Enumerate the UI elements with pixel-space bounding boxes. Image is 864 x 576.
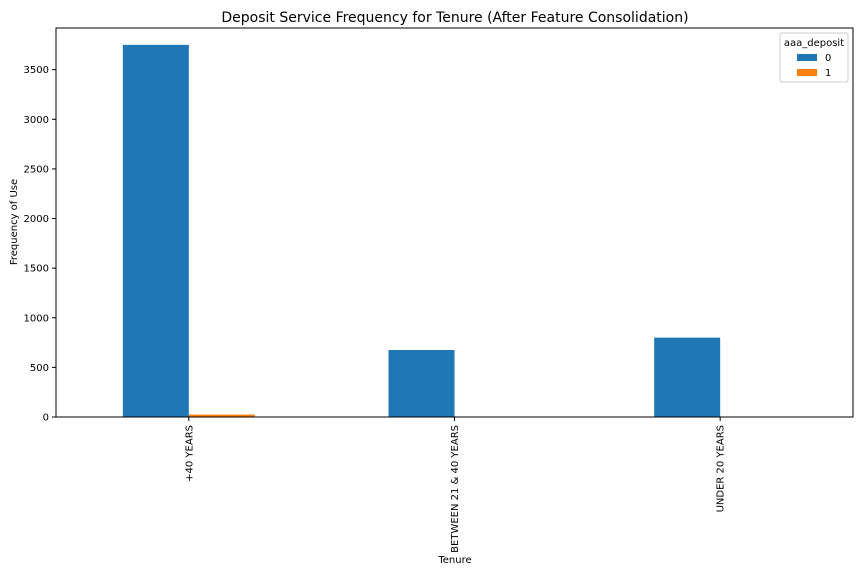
y-tick-label: 1000 <box>24 313 49 324</box>
bar-series-0-2 <box>654 337 721 417</box>
y-tick-label: 2500 <box>24 164 49 175</box>
y-axis-label: Frequency of Use <box>9 179 20 265</box>
y-tick-label: 1500 <box>24 264 49 275</box>
legend-swatch-0 <box>797 54 817 61</box>
bar-series-1-0 <box>188 414 255 417</box>
y-tick-label: 500 <box>30 363 49 374</box>
y-tick-label: 3000 <box>24 115 49 126</box>
plot-area <box>122 44 721 417</box>
legend-label-1: 1 <box>825 68 831 79</box>
y-tick-label: 2000 <box>24 214 49 225</box>
x-tick-label: BETWEEN 21 & 40 YEARS <box>450 425 461 553</box>
bar-series-0-1 <box>388 350 455 417</box>
legend-swatch-1 <box>797 69 817 76</box>
legend-label-0: 0 <box>825 53 831 64</box>
x-axis: +40 YEARS BETWEEN 21 & 40 YEARS UNDER 20 Y… <box>184 417 727 553</box>
y-axis: 0 500 1000 1500 2000 2500 3000 3500 <box>24 65 56 424</box>
legend: aaa_deposit 0 1 <box>779 32 849 83</box>
legend-title: aaa_deposit <box>784 38 844 49</box>
y-tick-label: 0 <box>43 413 49 424</box>
x-tick-label: +40 YEARS <box>184 425 195 482</box>
x-axis-label: Tenure <box>437 555 471 566</box>
y-tick-label: 3500 <box>24 65 49 76</box>
chart-title: Deposit Service Frequency for Tenure (Af… <box>221 10 688 26</box>
x-tick-label: UNDER 20 YEARS <box>716 425 727 512</box>
bar-series-0-0 <box>122 44 189 417</box>
